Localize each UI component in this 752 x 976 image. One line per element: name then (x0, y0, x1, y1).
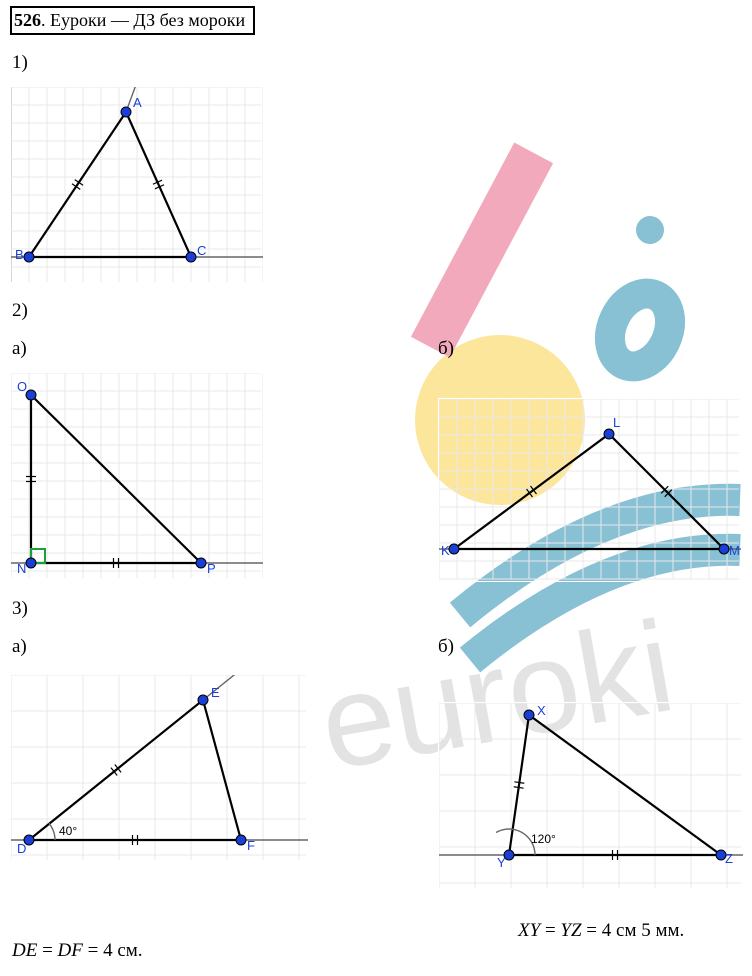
caption-de: DE = DF = 4 см. (12, 940, 143, 962)
svg-text:120°: 120° (531, 832, 556, 846)
svg-text:L: L (613, 415, 620, 430)
header-text: . Еуроки — ДЗ без мороки (41, 10, 245, 30)
label-2b: б) (438, 338, 454, 360)
diagram-2a: O N P (10, 372, 264, 582)
svg-text:E: E (211, 685, 220, 700)
svg-text:B: B (15, 247, 24, 262)
svg-text:X: X (537, 703, 546, 718)
caption-xy: XY = YZ = 4 см 5 мм. (518, 920, 684, 942)
svg-text:K: K (441, 543, 450, 558)
diagram-3b: 120° X Y Z (438, 702, 744, 892)
label-3b: б) (438, 636, 454, 658)
label-3a: а) (12, 636, 27, 658)
svg-text:Y: Y (497, 855, 506, 870)
svg-text:A: A (133, 95, 142, 110)
diagram-1: A B C (10, 86, 264, 286)
svg-text:N: N (17, 561, 26, 576)
svg-text:M: M (729, 543, 740, 558)
svg-text:P: P (207, 561, 216, 576)
label-2: 2) (12, 300, 28, 322)
svg-text:C: C (197, 243, 206, 258)
header-box: 526. Еуроки — ДЗ без мороки (10, 6, 255, 35)
diagram-3a: 40° D E F (10, 674, 310, 866)
problem-number: 526 (14, 10, 41, 30)
svg-text:40°: 40° (59, 824, 77, 838)
svg-text:F: F (247, 838, 255, 853)
label-3: 3) (12, 598, 28, 620)
svg-text:O: O (17, 379, 27, 394)
label-1: 1) (12, 52, 28, 74)
svg-text:D: D (17, 841, 26, 856)
diagram-2b: K L M (438, 398, 742, 582)
label-2a: а) (12, 338, 27, 360)
svg-text:Z: Z (725, 851, 733, 866)
